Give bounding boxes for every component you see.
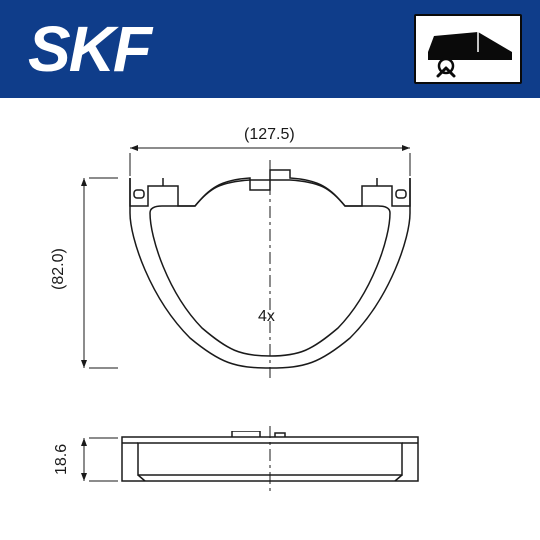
technical-drawing: (127.5) (82.0) 18.6 4x <box>0 98 540 540</box>
brake-pad-side-view <box>120 431 420 486</box>
thickness-dimension-label: 18.6 <box>53 444 71 475</box>
brake-pad-front-view <box>120 168 420 378</box>
car-front-wheel-icon <box>416 16 520 82</box>
header-bar: SKF <box>0 0 540 98</box>
position-indicator-box <box>414 14 522 84</box>
width-dimension-label: (127.5) <box>244 126 295 144</box>
height-dimension-label: (82.0) <box>50 248 68 290</box>
brand-logo: SKF <box>28 12 150 86</box>
brand-text: SKF <box>28 13 150 85</box>
